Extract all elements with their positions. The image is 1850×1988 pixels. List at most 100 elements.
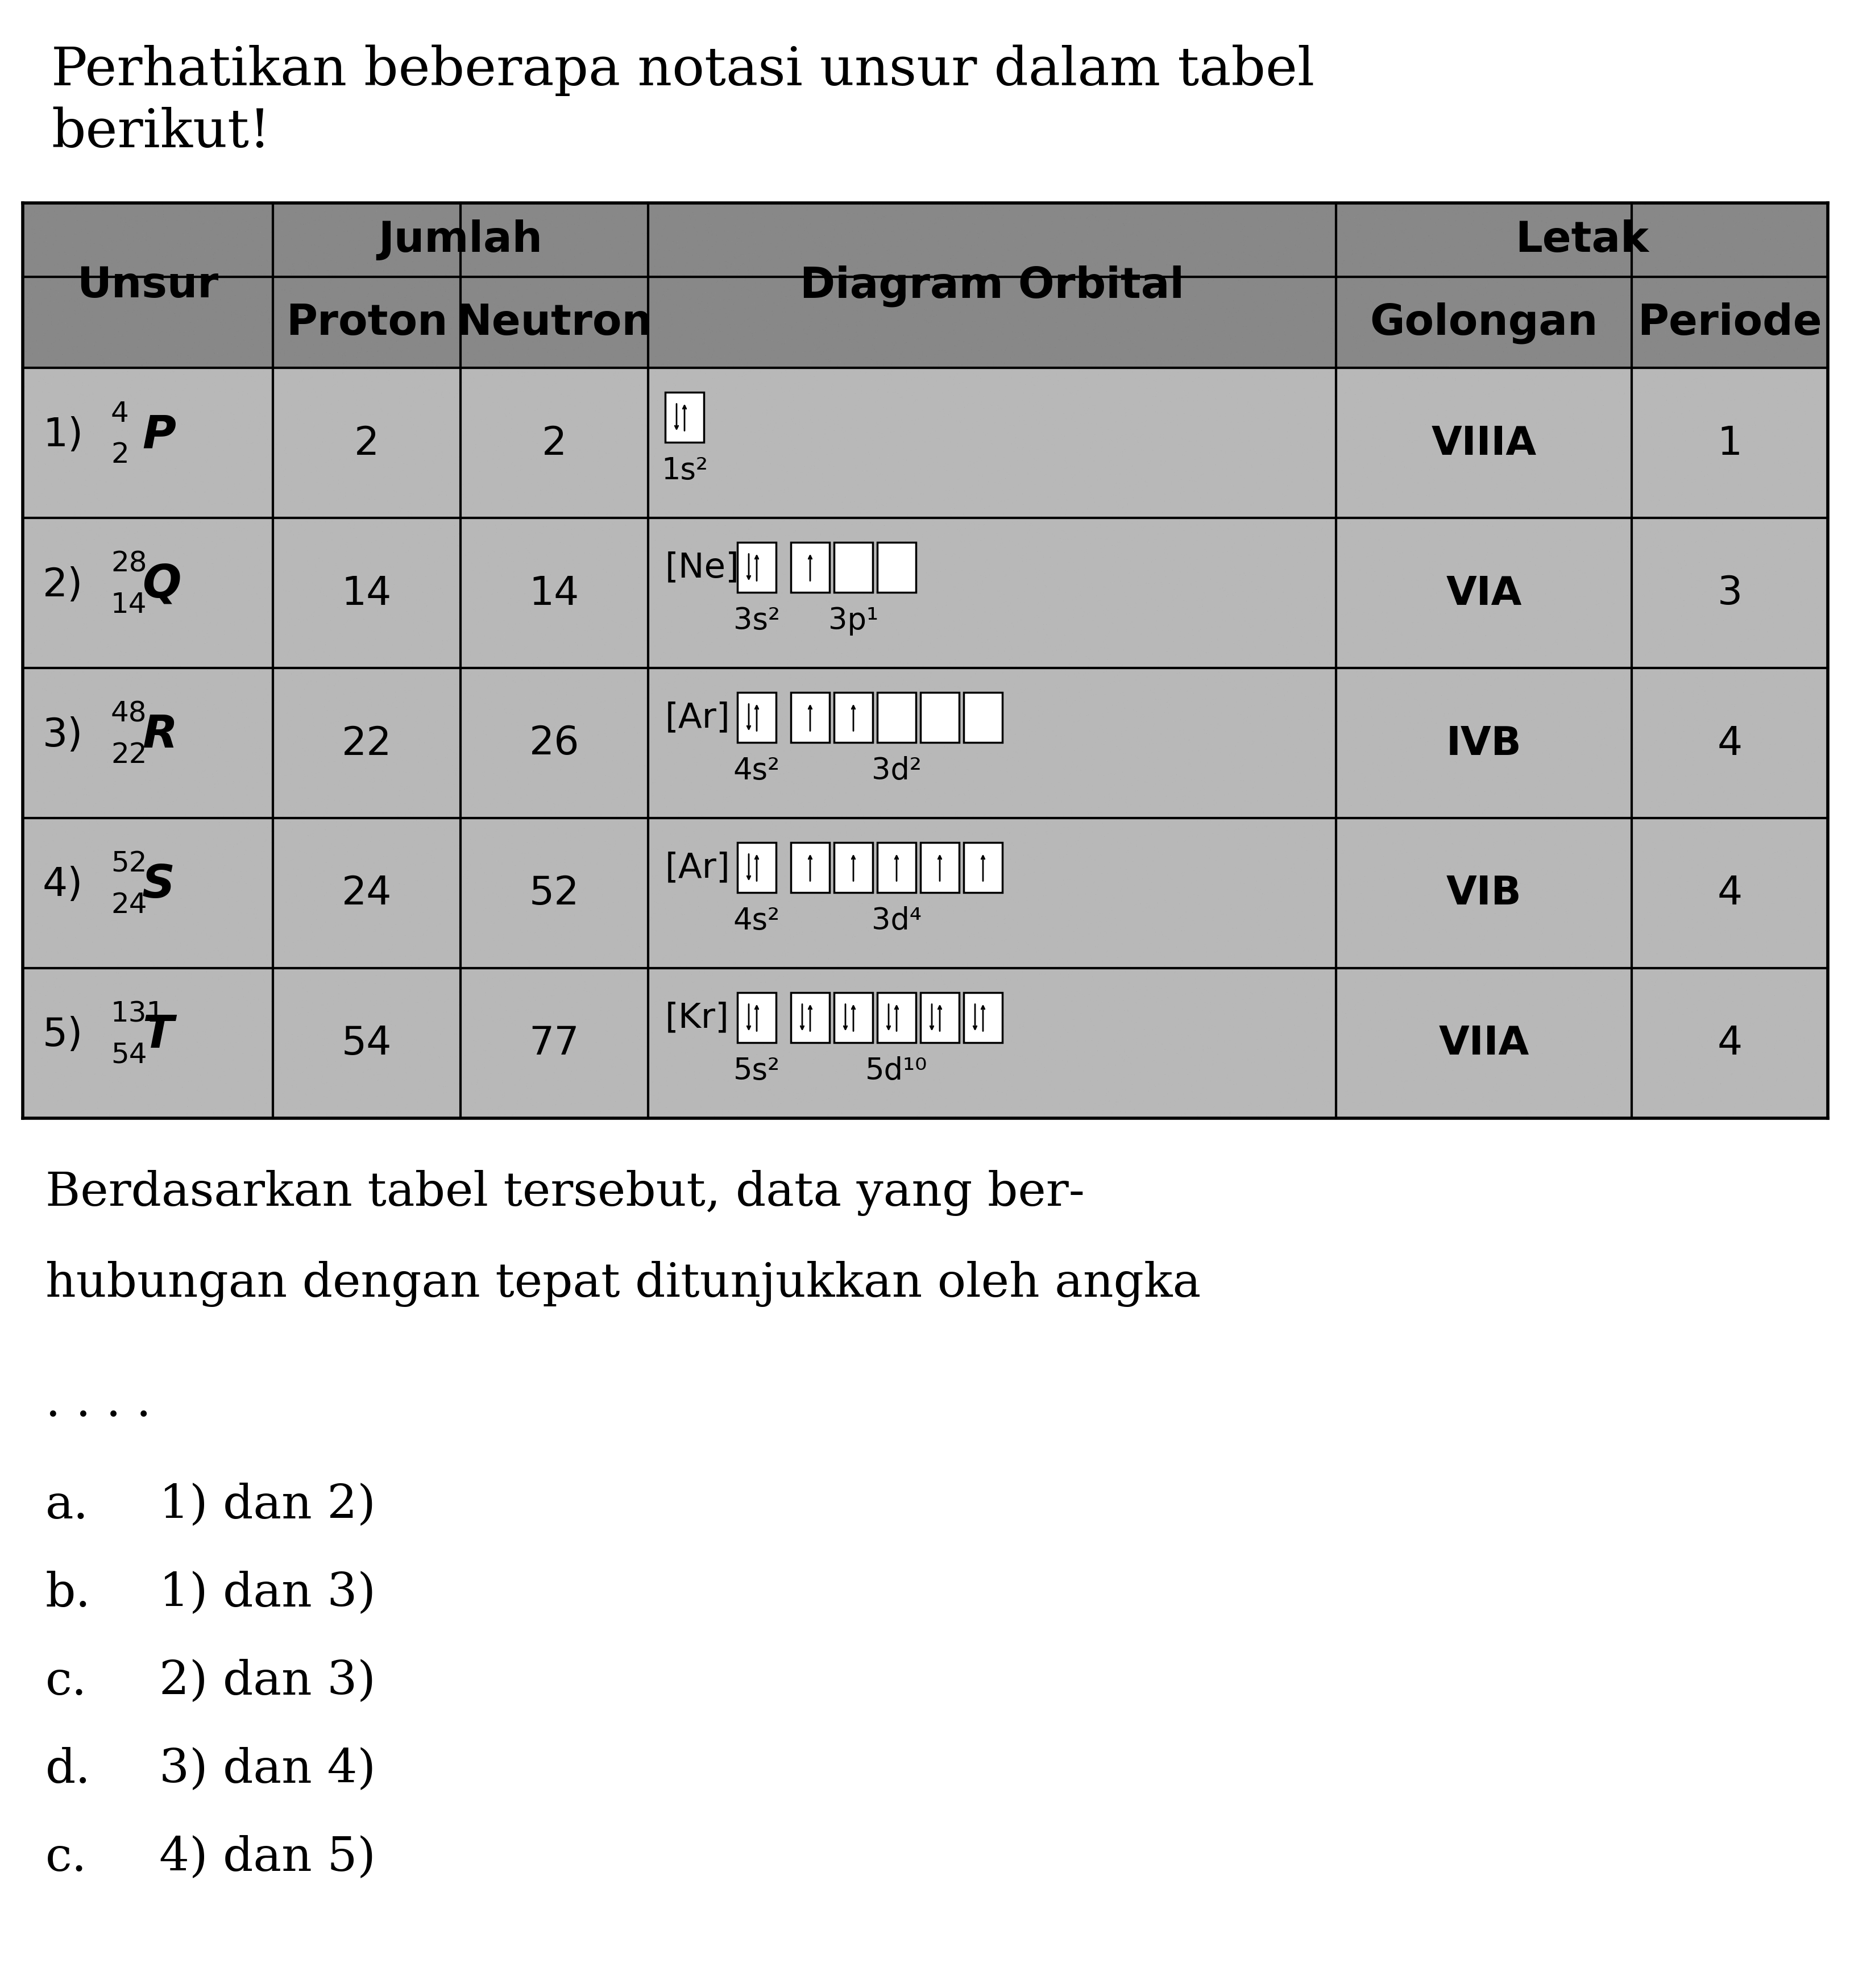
Point (1474, 205, 1504, 237)
Point (329, 716, 359, 747)
Point (416, 596, 446, 628)
Point (572, 976, 601, 1008)
Point (962, 350, 992, 382)
Point (331, 493, 361, 525)
Point (636, 644, 666, 676)
Point (964, 694, 993, 726)
Point (931, 775, 960, 807)
Point (1338, 445, 1367, 477)
Point (300, 940, 329, 972)
Point (420, 431, 450, 463)
Point (185, 211, 215, 243)
Point (845, 914, 875, 946)
Point (783, 956, 812, 988)
Point (714, 704, 744, 736)
Point (1123, 714, 1153, 745)
Point (696, 390, 725, 421)
Point (779, 1004, 808, 1036)
Point (579, 887, 609, 918)
Point (1460, 545, 1489, 577)
Point (1552, 1095, 1582, 1127)
Point (1606, 386, 1635, 417)
Point (845, 314, 875, 346)
Point (215, 320, 244, 352)
Point (1569, 417, 1598, 449)
Point (257, 986, 287, 1018)
Point (1215, 885, 1245, 916)
Point (1328, 600, 1358, 632)
Point (470, 346, 500, 378)
Point (1663, 588, 1693, 620)
Point (357, 203, 387, 235)
Point (1730, 922, 1759, 954)
Point (451, 318, 481, 350)
Point (1371, 710, 1400, 742)
Point (1467, 302, 1497, 334)
Point (39, 410, 68, 441)
Point (413, 239, 442, 270)
Point (1073, 219, 1103, 250)
Point (668, 346, 697, 378)
Point (48, 260, 78, 292)
Point (1023, 690, 1053, 722)
Point (276, 1038, 305, 1070)
Point (1528, 201, 1558, 233)
Point (135, 549, 165, 580)
Point (1695, 543, 1724, 575)
Point (1267, 326, 1297, 358)
Point (664, 294, 694, 326)
Point (1025, 382, 1054, 414)
Point (1728, 1038, 1758, 1070)
Point (155, 320, 185, 352)
Point (1671, 1008, 1700, 1040)
Point (1301, 525, 1330, 557)
Point (46, 936, 76, 968)
Point (925, 328, 955, 360)
Point (398, 338, 427, 370)
Point (226, 1066, 255, 1097)
Point (128, 565, 157, 596)
Point (672, 459, 701, 491)
Point (660, 207, 690, 239)
Point (657, 565, 686, 596)
Point (154, 708, 183, 740)
Point (316, 352, 346, 384)
Point (1708, 479, 1737, 511)
Point (1267, 710, 1297, 742)
Point (117, 986, 146, 1018)
Point (1191, 932, 1221, 964)
Point (881, 207, 910, 239)
Point (588, 594, 618, 626)
Point (1182, 960, 1212, 992)
Point (1130, 280, 1160, 312)
Point (185, 582, 215, 614)
Point (1365, 835, 1395, 867)
Point (1208, 330, 1238, 362)
Point (237, 954, 266, 986)
Point (601, 1030, 631, 1062)
Point (35, 863, 65, 895)
Point (163, 648, 192, 680)
Point (59, 499, 89, 531)
Point (1091, 916, 1121, 948)
Point (895, 483, 925, 515)
Point (1241, 630, 1271, 662)
Point (1380, 843, 1410, 875)
Point (1469, 803, 1498, 835)
Point (729, 664, 758, 696)
Point (104, 437, 133, 469)
Point (831, 209, 860, 241)
Point (1182, 978, 1212, 1010)
Point (1202, 809, 1232, 841)
Point (276, 1046, 305, 1077)
Point (942, 869, 971, 901)
Point (1430, 1022, 1460, 1054)
Point (1273, 348, 1302, 380)
Point (28, 274, 57, 306)
Point (527, 887, 557, 918)
Point (1025, 328, 1054, 360)
Point (237, 666, 266, 698)
Point (409, 883, 438, 914)
Point (1511, 209, 1541, 241)
Point (33, 372, 63, 404)
